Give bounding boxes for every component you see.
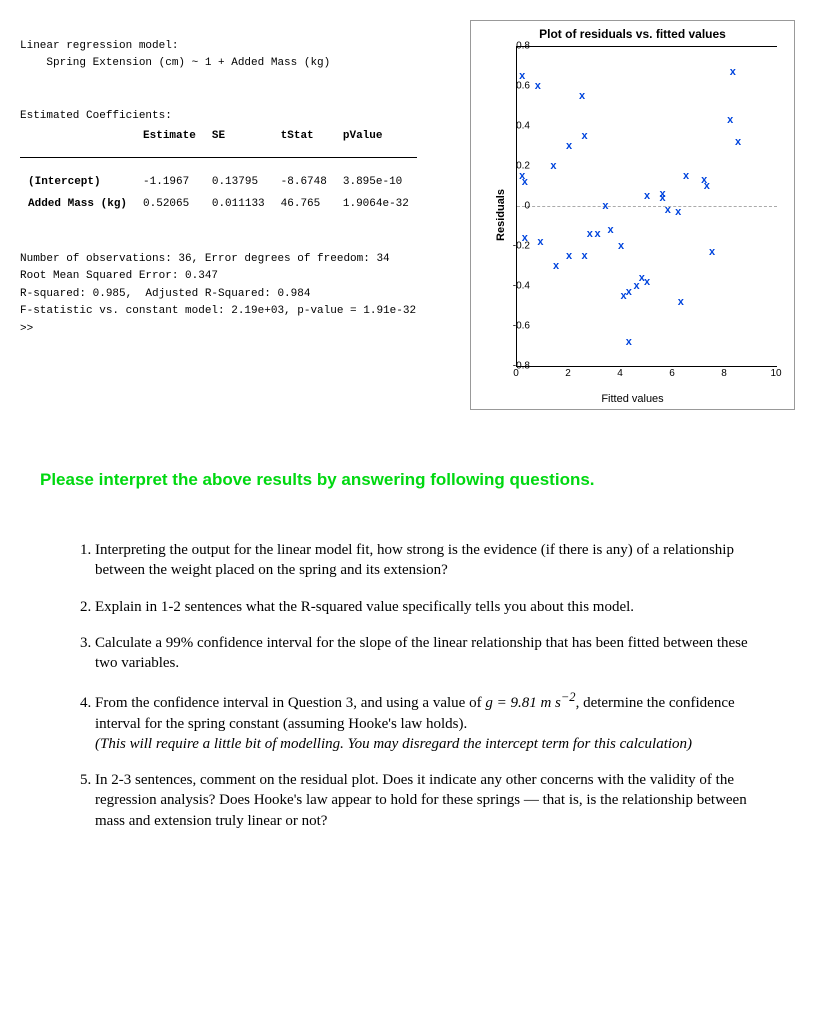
data-point: x bbox=[644, 276, 650, 288]
data-point: x bbox=[709, 246, 715, 258]
y-tick-label: 0.4 bbox=[516, 121, 530, 132]
top-section: Linear regression model: Spring Extensio… bbox=[20, 20, 795, 410]
intercept-est: -1.1967 bbox=[135, 172, 204, 194]
questions: Interpreting the output for the linear m… bbox=[20, 540, 795, 831]
col-blank bbox=[20, 126, 135, 158]
mass-label: Added Mass (kg) bbox=[20, 194, 135, 216]
data-point: x bbox=[704, 180, 710, 192]
mass-p: 1.9064e-32 bbox=[335, 194, 417, 216]
data-point: x bbox=[566, 250, 572, 262]
q1: Interpreting the output for the linear m… bbox=[95, 540, 760, 581]
y-tick-label: -0.6 bbox=[513, 321, 530, 332]
stats-rsq: R-squared: 0.985, Adjusted R-Squared: 0.… bbox=[20, 288, 310, 300]
y-tick-label: -0.2 bbox=[513, 241, 530, 252]
data-point: x bbox=[535, 80, 541, 92]
regression-output: Linear regression model: Spring Extensio… bbox=[20, 20, 460, 356]
data-point: x bbox=[582, 130, 588, 142]
data-point: x bbox=[608, 224, 614, 236]
est-coef-header: Estimated Coefficients: bbox=[20, 110, 172, 122]
q2: Explain in 1-2 sentences what the R-squa… bbox=[95, 597, 760, 617]
mass-t: 46.765 bbox=[273, 194, 335, 216]
intercept-p: 3.895e-10 bbox=[335, 172, 417, 194]
data-point: x bbox=[537, 236, 543, 248]
y-tick-label: 0 bbox=[524, 201, 530, 212]
col-pvalue: pValue bbox=[335, 126, 417, 158]
y-tick-label: 0.6 bbox=[516, 81, 530, 92]
data-point: x bbox=[735, 136, 741, 148]
y-tick-label: 0.8 bbox=[516, 41, 530, 52]
intercept-t: -8.6748 bbox=[273, 172, 335, 194]
stats-obs: Number of observations: 36, Error degree… bbox=[20, 253, 390, 265]
mass-est: 0.52065 bbox=[135, 194, 204, 216]
data-point: x bbox=[626, 286, 632, 298]
prompt: >> bbox=[20, 323, 33, 335]
data-point: x bbox=[618, 240, 624, 252]
q5: In 2-3 sentences, comment on the residua… bbox=[95, 770, 760, 831]
y-tick-label: 0.2 bbox=[516, 161, 530, 172]
data-point: x bbox=[683, 170, 689, 182]
col-estimate: Estimate bbox=[135, 126, 204, 158]
data-point: x bbox=[566, 140, 572, 152]
model-spec: Spring Extension (cm) ~ 1 + Added Mass (… bbox=[20, 57, 330, 69]
col-tstat: tStat bbox=[273, 126, 335, 158]
x-tick-label: 0 bbox=[513, 368, 519, 379]
data-point: x bbox=[579, 90, 585, 102]
plot-area: xxxxxxxxxxxxxxxxxxxxxxxxxxxxxxxxxxxxx bbox=[516, 46, 777, 367]
x-tick-label: 10 bbox=[770, 368, 781, 379]
residual-chart: Plot of residuals vs. fitted values xxxx… bbox=[470, 20, 795, 410]
x-tick-label: 2 bbox=[565, 368, 571, 379]
model-header: Linear regression model: bbox=[20, 40, 178, 52]
y-axis-label: Residuals bbox=[495, 189, 507, 241]
data-point: x bbox=[660, 188, 666, 200]
col-se: SE bbox=[204, 126, 273, 158]
x-tick-label: 8 bbox=[721, 368, 727, 379]
x-tick-label: 6 bbox=[669, 368, 675, 379]
data-point: x bbox=[665, 204, 671, 216]
intercept-se: 0.13795 bbox=[204, 172, 273, 194]
data-point: x bbox=[587, 228, 593, 240]
coef-table: Estimate SE tStat pValue (Intercept) -1.… bbox=[20, 126, 417, 216]
mass-se: 0.011133 bbox=[204, 194, 273, 216]
y-tick-label: -0.4 bbox=[513, 281, 530, 292]
data-point: x bbox=[550, 160, 556, 172]
data-point: x bbox=[730, 66, 736, 78]
data-point: x bbox=[675, 206, 681, 218]
data-point: x bbox=[595, 228, 601, 240]
instruction-text: Please interpret the above results by an… bbox=[40, 470, 795, 490]
data-point: x bbox=[522, 176, 528, 188]
data-point: x bbox=[582, 250, 588, 262]
data-point: x bbox=[553, 260, 559, 272]
data-point: x bbox=[626, 336, 632, 348]
stats-rmse: Root Mean Squared Error: 0.347 bbox=[20, 270, 218, 282]
q4: From the confidence interval in Question… bbox=[95, 689, 760, 754]
data-point: x bbox=[678, 296, 684, 308]
data-point: x bbox=[644, 190, 650, 202]
stats-f: F-statistic vs. constant model: 2.19e+03… bbox=[20, 305, 416, 317]
intercept-label: (Intercept) bbox=[20, 172, 135, 194]
x-tick-label: 4 bbox=[617, 368, 623, 379]
data-point: x bbox=[727, 114, 733, 126]
x-axis-label: Fitted values bbox=[601, 393, 663, 405]
q3: Calculate a 99% confidence interval for … bbox=[95, 633, 760, 674]
data-point: x bbox=[602, 200, 608, 212]
